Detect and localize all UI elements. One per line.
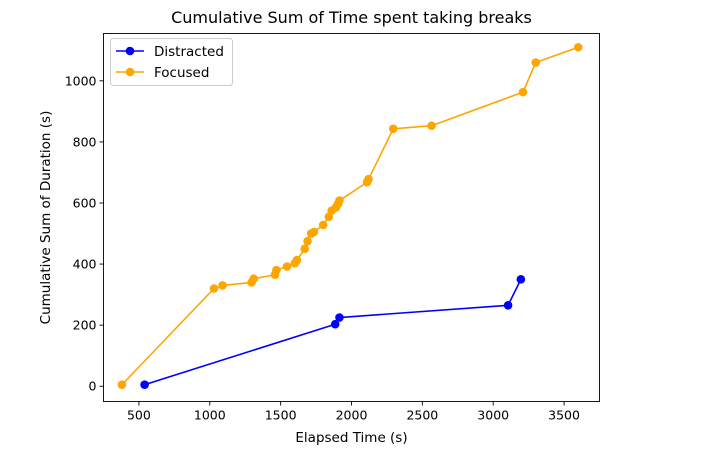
data-point-focused [518,87,528,97]
x-tick-label: 500 [127,408,151,423]
data-point-focused [292,255,302,265]
x-axis-label: Elapsed Time (s) [295,430,407,446]
data-point-focused [364,174,373,184]
legend: Distracted Focused [110,38,233,86]
data-point-focused [573,42,583,52]
x-tick-label: 3500 [548,408,580,423]
y-tick-label: 200 [73,318,97,333]
x-tick-label: 3000 [477,408,509,423]
data-point-distracted [335,313,344,322]
data-point-focused [303,236,312,246]
data-point-focused [531,58,541,67]
data-point-distracted [516,275,526,284]
data-point-distracted [140,380,149,390]
data-point-focused [218,281,227,290]
data-point-focused [117,380,127,390]
y-tick-label: 0 [89,379,97,394]
data-point-focused [427,121,436,131]
legend-label-distracted: Distracted [154,44,224,60]
y-tick-label: 600 [73,195,97,210]
legend-marker-focused [125,67,135,77]
y-axis: 0 200 400 600 800 1000 [65,73,104,394]
y-tick-label: 400 [73,257,97,272]
x-axis: 500 1000 1500 2000 2500 3000 3500 [127,401,580,423]
x-tick-label: 1500 [265,408,297,423]
y-axis-label: Cumulative Sum of Duration (s) [38,111,54,325]
data-point-focused [318,220,328,230]
x-tick-label: 2500 [406,408,438,423]
chart-title: Cumulative Sum of Time spent taking brea… [171,8,532,27]
y-tick-label: 800 [73,134,97,149]
data-point-focused [282,262,292,271]
legend-label-focused: Focused [154,65,209,81]
data-point-distracted [503,301,513,310]
data-point-focused [335,196,344,205]
y-tick-label: 1000 [65,73,97,88]
data-point-focused [272,265,281,275]
x-tick-label: 2000 [336,408,368,423]
data-point-distracted [330,319,340,329]
x-tick-label: 1000 [194,408,226,423]
legend-marker-distracted [125,46,135,56]
plot-area [117,42,583,390]
data-point-focused [309,227,319,237]
data-point-focused [389,124,398,134]
data-point-focused [249,274,259,284]
data-point-focused [209,284,219,293]
data-point-focused [300,244,310,254]
